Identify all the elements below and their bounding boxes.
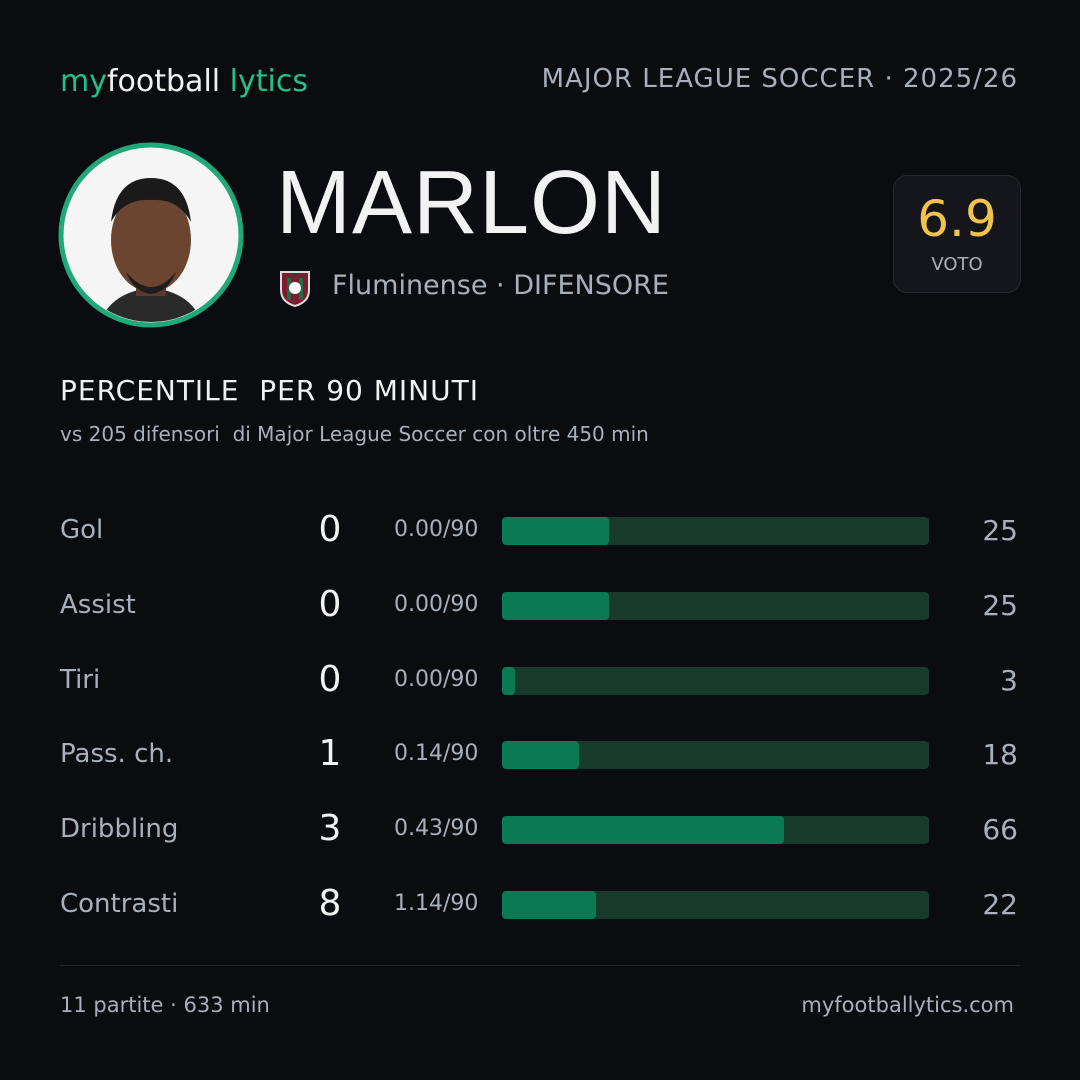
bar [502, 816, 784, 845]
bar-track [502, 666, 929, 695]
bar-track [502, 591, 929, 620]
stat-per90: 0.00/90 [394, 666, 479, 692]
stat-total: 1 [318, 733, 342, 775]
stat-per90: 0.00/90 [394, 517, 479, 542]
bar [502, 891, 596, 919]
club-position: Fluminense · DIFENSORE [332, 270, 669, 301]
stat-label: Gol [60, 515, 104, 545]
rating-value: 6.9 [917, 190, 997, 248]
section-title: PERCENTILE PER 90 MINUTI [60, 374, 479, 407]
league: MAJOR LEAGUE SOCCER · 2025/26 [541, 64, 1018, 94]
stat-percentile: 66 [982, 813, 1018, 847]
stat-per90: 0.43/90 [394, 816, 479, 842]
logo-part: football [106, 64, 221, 99]
bar-track [502, 891, 929, 919]
stat-total: 0 [318, 583, 342, 625]
bar [502, 741, 579, 770]
stat-per90: 1.14/90 [394, 891, 479, 916]
stat-percentile: 22 [982, 888, 1018, 921]
stat-percentile: 25 [982, 514, 1018, 547]
stat-total: 8 [318, 883, 342, 924]
stat-total: 0 [318, 509, 342, 550]
footer-right: myfootballytics.com [801, 993, 1014, 1017]
stat-label: Assist [60, 589, 136, 620]
bar [502, 591, 609, 620]
stat-label: Tiri [60, 664, 101, 695]
divider [60, 965, 1020, 966]
rating-label: VOTO [931, 254, 983, 275]
logo-part: lytics [229, 64, 308, 99]
stat-label: Contrasti [60, 889, 179, 919]
player-name: MARLON [276, 153, 668, 253]
stat-percentile: 25 [982, 588, 1018, 622]
logo-part: my [60, 64, 107, 99]
club-crest [280, 271, 310, 308]
stat-percentile: 18 [982, 738, 1018, 772]
bar-track [502, 816, 929, 845]
logo: myfootball lytics [60, 64, 308, 99]
stat-percentile: 3 [1000, 663, 1018, 697]
stat-total: 0 [318, 658, 342, 700]
bar-track [502, 517, 929, 545]
section-subtitle: vs 205 difensori di Major League Soccer … [60, 422, 649, 446]
bar-track [502, 741, 929, 770]
footer-left: 11 partite · 633 min [60, 993, 270, 1017]
stat-label: Dribbling [60, 814, 179, 845]
stat-total: 3 [318, 808, 342, 850]
player-photo [58, 142, 244, 328]
bar [502, 666, 515, 695]
stat-per90: 0.00/90 [394, 591, 479, 617]
stat-label: Pass. ch. [60, 739, 174, 770]
rating-box: 6.9 VOTO [893, 175, 1021, 293]
bar [502, 517, 609, 545]
stat-per90: 0.14/90 [394, 741, 479, 767]
